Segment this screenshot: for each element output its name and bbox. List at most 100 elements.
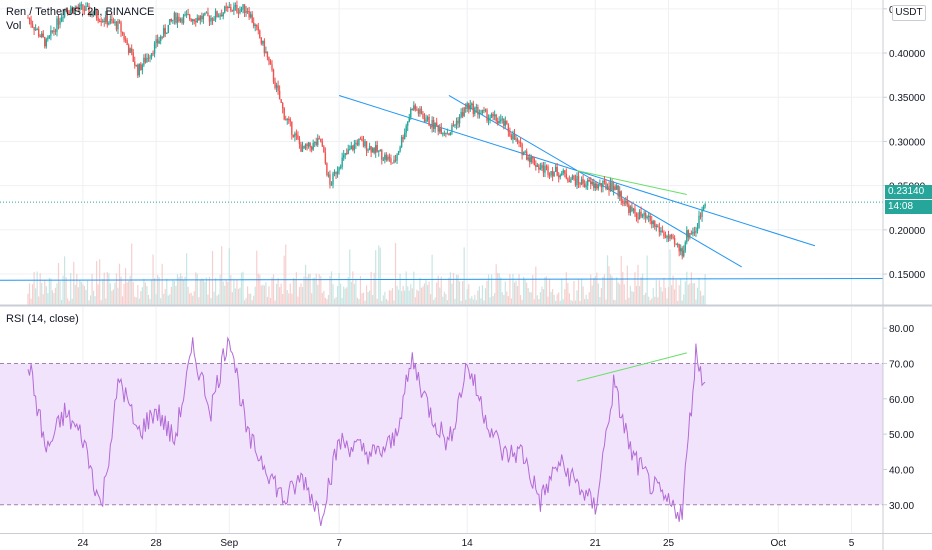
candle-body	[390, 158, 392, 163]
candle-body	[544, 166, 546, 173]
candle-body	[211, 17, 214, 21]
volume-bar	[308, 274, 310, 305]
volume-bar	[163, 293, 165, 305]
rsi-title: RSI (14, close)	[6, 313, 79, 325]
volume-bar	[420, 287, 423, 305]
volume-bar	[38, 296, 40, 305]
candle-body	[625, 200, 627, 203]
candle-body	[434, 122, 436, 129]
volume-bar	[314, 277, 316, 305]
candle-body	[548, 174, 551, 176]
candle-body	[497, 121, 499, 124]
volume-bar	[216, 295, 218, 305]
candle-body	[664, 236, 667, 238]
candle-body	[556, 166, 558, 176]
candle-body	[88, 5, 90, 15]
volume-bar	[60, 299, 63, 305]
candle-body	[471, 103, 473, 106]
candle-body	[89, 12, 92, 15]
candle-body	[652, 221, 654, 225]
candle-body	[541, 165, 543, 168]
volume-bar	[211, 250, 214, 305]
rsi-divergence-line[interactable]	[576, 352, 687, 382]
volume-bar	[332, 284, 334, 305]
volume-bar	[266, 296, 269, 305]
candle-body	[379, 150, 381, 152]
volume-bar	[462, 281, 464, 305]
candle-body	[73, 7, 75, 14]
volume-bar	[356, 297, 358, 305]
volume-bar	[73, 261, 75, 305]
candle-body	[676, 244, 679, 246]
volume-bar	[173, 281, 175, 305]
volume-bar	[31, 284, 34, 305]
candle-body	[256, 24, 258, 27]
volume-bar	[378, 245, 380, 305]
volume-bar	[466, 289, 468, 305]
candle-body	[647, 215, 650, 217]
volume-bar	[481, 285, 484, 305]
candle-body	[654, 221, 656, 227]
candle-body	[210, 17, 212, 22]
candle-body	[542, 165, 545, 173]
volume-bar	[535, 266, 537, 305]
candle-body	[680, 248, 682, 252]
volume-bar	[245, 298, 247, 305]
volume-bar	[487, 274, 490, 305]
candle-body	[74, 7, 76, 14]
candle-body	[207, 12, 209, 16]
volume-bar	[160, 298, 162, 305]
candle-body	[527, 157, 529, 160]
volume-bar	[315, 273, 317, 305]
volume-bar	[478, 286, 480, 305]
volume-bar	[602, 276, 604, 305]
volume-bar	[382, 295, 384, 305]
candle-body	[696, 228, 699, 231]
candle-body	[457, 120, 459, 124]
candle-body	[445, 132, 447, 134]
volume-bar	[523, 276, 525, 305]
trendline-3[interactable]	[0, 277, 884, 281]
volume-bar	[413, 271, 415, 305]
volume-bar	[530, 292, 532, 305]
candle-body	[507, 124, 510, 132]
volume-bar	[144, 282, 147, 305]
volume-bar	[298, 287, 301, 305]
candle-body	[138, 63, 141, 76]
candle-body	[644, 212, 647, 218]
candle-body	[352, 145, 354, 150]
candle-body	[216, 11, 218, 17]
volume-bar	[172, 279, 174, 305]
candle-body	[371, 148, 374, 153]
candle-body	[362, 140, 365, 147]
candle-body	[204, 12, 206, 16]
volume-bar	[410, 284, 412, 305]
volume-bar	[323, 290, 325, 305]
volume-bar	[503, 295, 505, 305]
candle-body	[594, 183, 596, 189]
volume-bar	[504, 281, 506, 305]
candle-body	[573, 175, 575, 179]
volume-bar	[452, 272, 455, 305]
volume-bar	[88, 300, 90, 305]
candle-body	[56, 18, 58, 32]
candle-body	[498, 121, 500, 124]
candle-body	[510, 135, 513, 140]
volume-bar	[157, 274, 159, 305]
volume-bar	[242, 271, 244, 305]
candle-body	[155, 39, 157, 44]
candle-body	[190, 18, 192, 22]
currency-button[interactable]: USDT	[892, 5, 926, 21]
candle-body	[440, 128, 442, 135]
candle-body	[396, 154, 398, 161]
volume-bar	[126, 282, 128, 305]
candle-body	[30, 19, 32, 25]
volume-bar	[288, 293, 290, 305]
volume-bar	[324, 297, 326, 305]
candle-body	[478, 113, 481, 115]
trendline-2[interactable]	[576, 170, 687, 195]
volume-bar	[248, 293, 250, 305]
candle-body	[327, 174, 330, 176]
volume-bar	[359, 276, 362, 305]
